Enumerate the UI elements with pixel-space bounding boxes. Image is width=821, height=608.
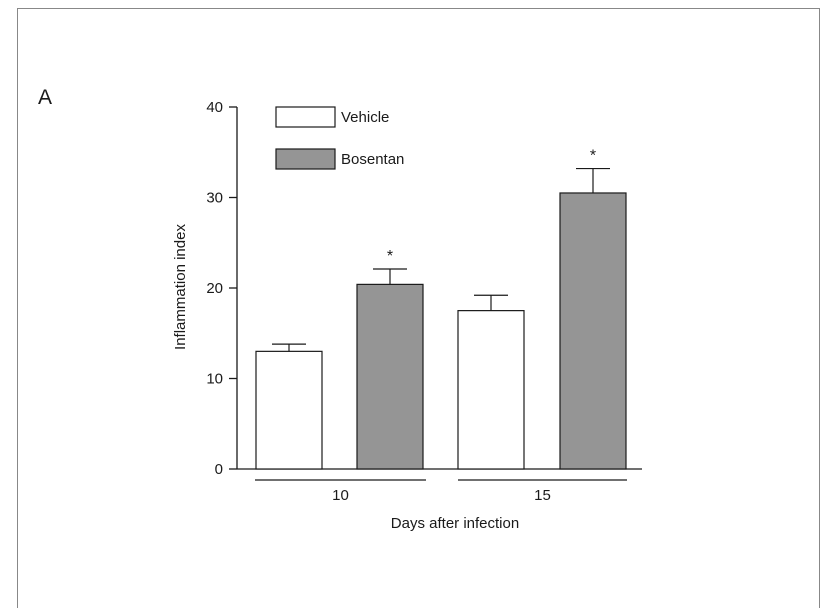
y-axis-label: Inflammation index xyxy=(172,224,189,350)
legend-swatch xyxy=(275,148,336,170)
legend-swatch xyxy=(275,106,336,128)
y-tick-label: 40 xyxy=(206,99,223,116)
x-axis-groups: 10 15 xyxy=(255,479,627,504)
y-axis-ticks: 0 10 20 30 40 xyxy=(206,99,237,478)
x-tick-label: 15 xyxy=(534,487,551,504)
legend-label: Vehicle xyxy=(341,109,389,126)
x-tick-label: 10 xyxy=(332,487,349,504)
figure-frame xyxy=(17,8,820,608)
bar xyxy=(356,283,424,470)
y-tick-label: 10 xyxy=(206,371,223,388)
significance-marker: * xyxy=(590,148,596,165)
legend-label: Bosentan xyxy=(341,151,404,168)
significance-marker: * xyxy=(387,248,393,265)
x-axis-label: Days after infection xyxy=(391,515,519,532)
y-tick-label: 0 xyxy=(215,461,223,478)
panel-label: A xyxy=(38,86,52,109)
legend: Vehicle Bosentan xyxy=(275,106,404,170)
bar xyxy=(255,350,323,470)
y-tick-label: 20 xyxy=(206,280,223,297)
bar-series: ** xyxy=(255,148,627,470)
bar xyxy=(559,192,627,470)
y-tick-label: 30 xyxy=(206,190,223,207)
bar xyxy=(457,310,525,470)
